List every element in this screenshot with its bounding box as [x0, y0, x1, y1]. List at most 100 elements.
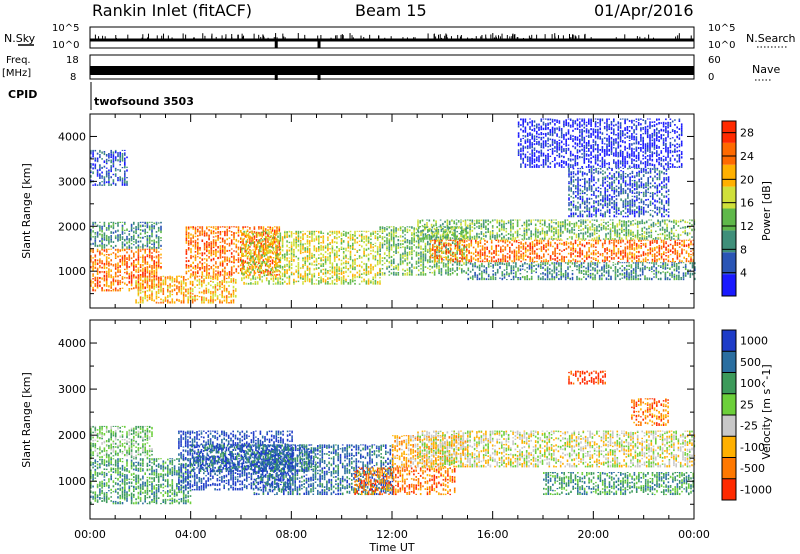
heatmap-cell	[260, 227, 262, 230]
heatmap-cell	[194, 243, 197, 246]
heatmap-cell	[411, 271, 413, 274]
heatmap-cell	[130, 243, 133, 245]
heatmap-cell	[306, 275, 309, 279]
heatmap-cell	[504, 240, 507, 242]
heatmap-cell	[142, 267, 144, 271]
heatmap-cell	[489, 221, 492, 224]
heatmap-cell	[203, 258, 206, 260]
heatmap-cell	[642, 258, 645, 260]
heatmap-cell	[148, 239, 151, 242]
nsky-panel-frame	[89, 26, 695, 49]
heatmap-cell	[564, 228, 566, 231]
heatmap-cell	[148, 278, 151, 281]
heatmap-cell	[543, 253, 545, 256]
heatmap-cell	[105, 282, 108, 285]
heatmap-cell	[683, 243, 685, 245]
heatmap-cell	[524, 254, 527, 257]
heatmap-cell	[221, 260, 224, 263]
heatmap-cell	[101, 244, 103, 248]
heatmap-cell	[276, 232, 278, 235]
heatmap-cell	[144, 244, 146, 247]
heatmap-cell	[192, 240, 194, 243]
heatmap-cell	[105, 276, 108, 279]
heatmap-cell	[607, 221, 609, 223]
heatmap-cell	[103, 221, 106, 224]
heatmap-cell	[302, 282, 304, 285]
heatmap-cell	[279, 277, 282, 280]
heatmap-cell	[363, 249, 365, 251]
heatmap-cell	[162, 287, 165, 290]
heatmap-cell	[101, 225, 103, 228]
heatmap-cell	[647, 239, 649, 241]
heatmap-cell	[167, 299, 169, 302]
heatmap-cell	[155, 255, 158, 258]
heatmap-cell	[447, 273, 449, 276]
heatmap-cell	[297, 265, 300, 268]
heatmap-cell	[260, 238, 262, 240]
heatmap-cell	[638, 255, 640, 258]
heatmap-cell	[541, 230, 544, 232]
heatmap-cell	[137, 271, 140, 273]
heatmap-cell	[137, 263, 140, 265]
heatmap-cell	[422, 261, 425, 264]
heatmap-cell	[203, 289, 205, 293]
heatmap-cell	[270, 275, 272, 277]
heatmap-cell	[500, 250, 502, 253]
heatmap-cell	[169, 277, 171, 279]
heatmap-cell	[591, 225, 594, 228]
heatmap-cell	[162, 301, 165, 304]
heatmap-cell	[501, 232, 503, 236]
heatmap-cell	[438, 257, 441, 260]
heatmap-cell	[390, 237, 393, 241]
heatmap-cell	[422, 265, 425, 268]
heatmap-cell	[352, 234, 354, 236]
heatmap-cell	[417, 223, 419, 226]
heatmap-cell	[208, 242, 210, 244]
heatmap-cell	[226, 249, 228, 252]
heatmap-cell	[399, 235, 402, 238]
heatmap-cell	[456, 253, 458, 255]
heatmap-cell	[304, 279, 306, 281]
heatmap-cell	[103, 182, 106, 184]
heatmap-cell	[324, 275, 327, 277]
heatmap-cell	[155, 283, 158, 287]
heatmap-cell	[379, 230, 381, 233]
heatmap-cell	[395, 247, 397, 250]
heatmap-cell	[574, 241, 577, 245]
heatmap-cell	[119, 269, 121, 271]
heatmap-cell	[443, 246, 445, 248]
heatmap-cell	[233, 255, 235, 258]
heatmap-cell	[588, 248, 590, 251]
heatmap-cell	[367, 260, 370, 262]
heatmap-cell	[449, 249, 452, 253]
heatmap-cell	[441, 246, 443, 248]
heatmap-cell	[404, 252, 406, 255]
heatmap-cell	[379, 243, 381, 246]
heatmap-cell	[297, 259, 300, 261]
heatmap-cell	[284, 257, 286, 259]
heatmap-cell	[465, 226, 468, 229]
heatmap-cell	[537, 220, 539, 223]
heatmap-cell	[96, 276, 99, 279]
heatmap-cell	[178, 275, 180, 277]
heatmap-cell	[135, 301, 137, 304]
heatmap-cell	[420, 261, 422, 263]
heatmap-cell	[484, 251, 486, 254]
heatmap-cell	[440, 243, 443, 246]
heatmap-cell	[130, 262, 133, 265]
heatmap-cell	[450, 254, 452, 257]
heatmap-cell	[306, 265, 309, 269]
heatmap-cell	[124, 172, 126, 176]
heatmap-cell	[595, 241, 597, 245]
heatmap-cell	[219, 282, 221, 286]
heatmap-cell	[426, 235, 428, 238]
heatmap-cell	[247, 263, 250, 266]
heatmap-cell	[196, 279, 199, 282]
heatmap-cell	[269, 274, 271, 276]
heatmap-cell	[119, 180, 121, 182]
heatmap-cell	[449, 270, 452, 272]
heatmap-cell	[261, 239, 263, 241]
heatmap-cell	[393, 232, 395, 235]
heatmap-cell	[137, 274, 140, 277]
heatmap-cell	[530, 230, 532, 233]
